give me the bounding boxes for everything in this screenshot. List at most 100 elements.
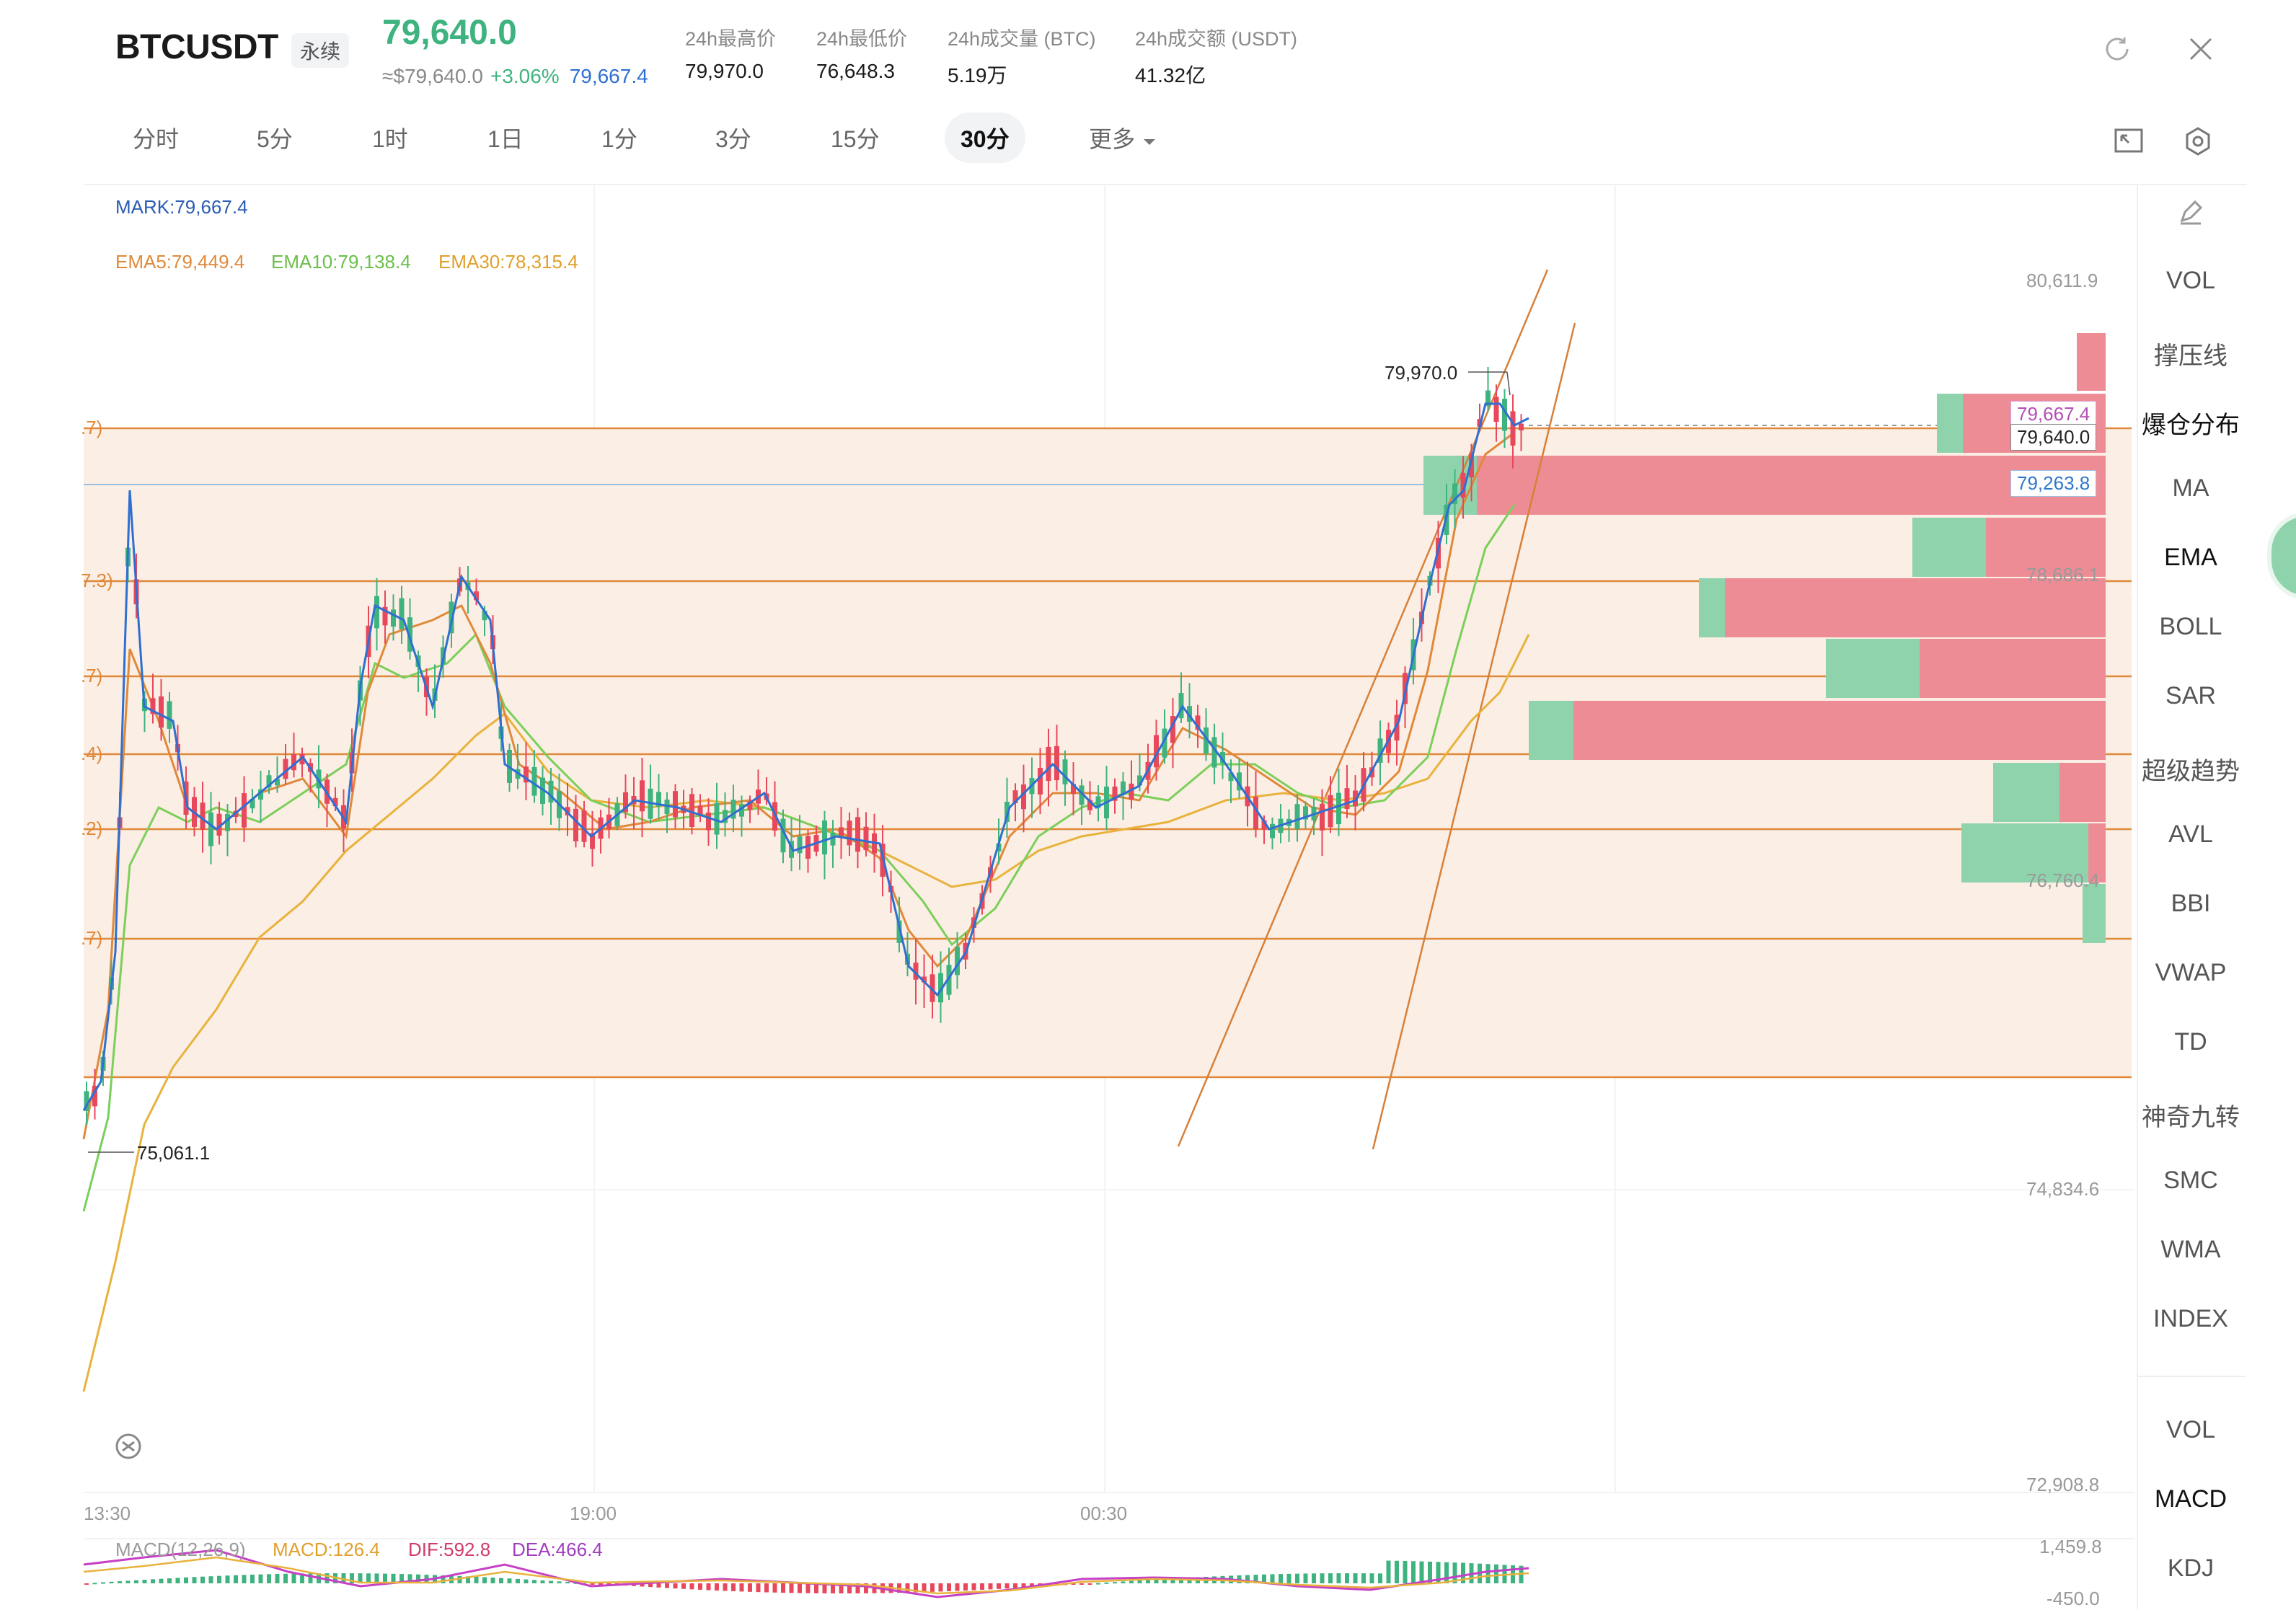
macd-bar: [242, 1575, 247, 1583]
dif-value: DIF:592.8: [408, 1539, 491, 1560]
macd-bar: [234, 1575, 238, 1583]
tab-more[interactable]: 更多: [1089, 121, 1157, 154]
macd-bar: [648, 1583, 653, 1588]
macd-bar: [1452, 1562, 1457, 1583]
indicator-ma[interactable]: MA: [2172, 474, 2209, 502]
stat-24h-turnover: 24h成交额 (USDT) 41.32亿: [1135, 28, 1298, 87]
sub-indicator-macd[interactable]: MACD: [2154, 1485, 2227, 1513]
macd-bar: [831, 1583, 835, 1593]
tab-timeline[interactable]: 分时: [133, 126, 180, 152]
candle-body: [1220, 752, 1225, 764]
close-icon[interactable]: [2185, 33, 2217, 73]
tab-30m[interactable]: 30分: [945, 112, 1025, 163]
candle-body: [723, 810, 728, 823]
candle-body: [291, 754, 296, 771]
candle-body: [275, 779, 280, 786]
settings-icon[interactable]: [2181, 124, 2215, 162]
candle-body: [167, 701, 172, 729]
tab-5m[interactable]: 5分: [257, 126, 293, 152]
indicator-sar[interactable]: SAR: [2165, 682, 2216, 709]
candle-body: [1087, 800, 1092, 810]
macd-bar: [167, 1578, 172, 1583]
macd-bar: [723, 1583, 728, 1591]
candle-body: [697, 805, 703, 816]
indicator-supertrend[interactable]: 超级趋势: [2142, 758, 2240, 785]
indicator-ema[interactable]: EMA: [2164, 544, 2217, 571]
macd-bar: [300, 1573, 304, 1583]
candle-body: [581, 810, 587, 842]
edit-icon[interactable]: [2176, 199, 2205, 231]
tab-1m[interactable]: 1分: [601, 126, 637, 152]
indicator-wma[interactable]: WMA: [2160, 1236, 2221, 1263]
perpetual-badge: 永续: [291, 33, 350, 68]
candle-body: [1303, 806, 1308, 820]
indicator-avl[interactable]: AVL: [2168, 821, 2213, 848]
macd-bar: [308, 1573, 313, 1583]
macd-bar: [1286, 1573, 1292, 1583]
candle-body: [283, 758, 288, 779]
macd-bar: [142, 1580, 147, 1583]
band-label: .2): [81, 818, 103, 839]
candle-body: [250, 799, 255, 809]
candle-body: [548, 780, 554, 803]
tab-1h[interactable]: 1时: [372, 126, 408, 152]
macd-bar: [275, 1574, 280, 1583]
macd-bar: [399, 1574, 404, 1583]
indicator-smc[interactable]: SMC: [2163, 1167, 2218, 1194]
fullscreen-icon[interactable]: [2111, 124, 2146, 162]
macd-bar: [839, 1583, 844, 1593]
sub-indicator-kdj[interactable]: KDJ: [2167, 1554, 2215, 1582]
indicator-liquidation[interactable]: 爆仓分布: [2142, 412, 2240, 439]
indicator-vol[interactable]: VOL: [2165, 267, 2216, 294]
candle-body: [1204, 727, 1209, 754]
candle-body: [706, 812, 711, 831]
indicator-index[interactable]: INDEX: [2153, 1305, 2228, 1332]
price-axis-label: 76,760.4: [2026, 870, 2100, 891]
macd-bar: [1071, 1583, 1076, 1585]
macd-bar: [1129, 1580, 1134, 1583]
indicator-boll[interactable]: BOLL: [2159, 613, 2222, 640]
mark-legend: MARK:79,667.4: [115, 196, 248, 218]
sub-indicator-vol[interactable]: VOL: [2165, 1416, 2216, 1443]
indicator-support-resistance[interactable]: 撑压线: [2154, 342, 2227, 370]
macd-bar: [565, 1582, 570, 1584]
ema30-legend: EMA30:78,315.4: [438, 251, 578, 273]
macd-bar: [1345, 1573, 1349, 1583]
band-label: .4): [81, 743, 103, 764]
indicator-vwap[interactable]: VWAP: [2155, 959, 2227, 986]
macd-bar: [516, 1578, 520, 1583]
macd-bar: [606, 1583, 611, 1585]
tab-15m[interactable]: 15分: [831, 126, 880, 152]
refresh-icon[interactable]: [2101, 33, 2133, 73]
candle-body: [1353, 790, 1358, 807]
tab-3m[interactable]: 3分: [715, 126, 751, 152]
macd-bar: [524, 1579, 529, 1583]
indicator-bbi[interactable]: BBI: [2171, 890, 2211, 917]
candle-body: [1012, 790, 1018, 804]
candle-body: [1253, 796, 1258, 830]
indicator-td[interactable]: TD: [2174, 1028, 2207, 1056]
candle-body: [1079, 785, 1085, 805]
macd-bar: [1295, 1573, 1299, 1583]
macd-bar: [814, 1583, 818, 1593]
stat-24h-high: 24h最高价 79,970.0: [685, 28, 777, 82]
tab-1d[interactable]: 1日: [487, 126, 524, 152]
macd-bar: [217, 1575, 221, 1583]
macd-bar: [748, 1583, 752, 1592]
sidebar-divider: [2137, 1376, 2246, 1377]
macd-bar: [938, 1583, 943, 1592]
macd-bar: [407, 1574, 412, 1583]
last-price: 79,640.0: [382, 14, 517, 52]
macd-bar: [482, 1577, 487, 1583]
mark-price-tag: 79,667.4: [2010, 401, 2097, 428]
candle-body: [216, 813, 222, 836]
candle-body: [1394, 715, 1400, 741]
low-price-label: 75,061.1: [137, 1142, 211, 1164]
time-axis-label: 19:00: [570, 1503, 617, 1524]
macd-bar: [474, 1576, 479, 1583]
candle-body: [955, 946, 960, 976]
macd-bar: [756, 1583, 761, 1593]
candle-body: [863, 826, 869, 851]
indicator-td9[interactable]: 神奇九转: [2142, 1104, 2240, 1131]
